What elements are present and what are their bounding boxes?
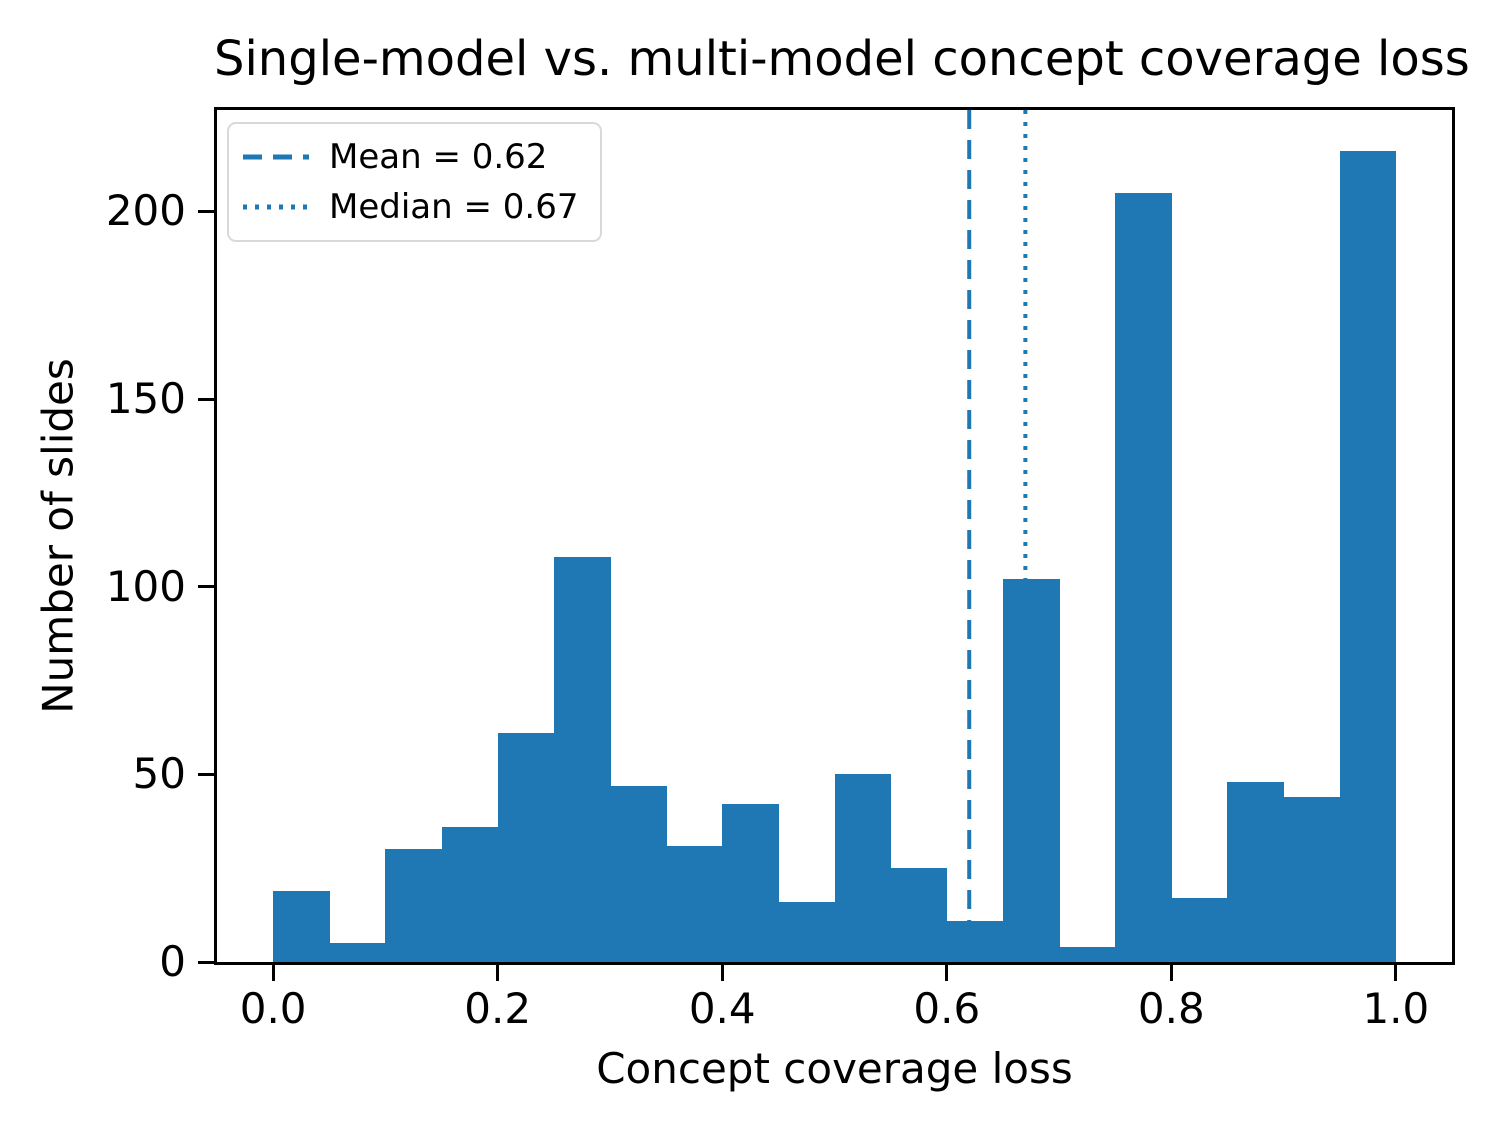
histogram-bar <box>722 804 779 962</box>
x-tick-mark <box>720 965 724 981</box>
y-axis-ticks: 0 50 100 150 200 <box>0 110 214 983</box>
histogram-bar <box>1059 947 1116 962</box>
y-tick-mark <box>198 209 214 213</box>
x-tick-label: 0.0 <box>239 984 307 1033</box>
x-tick-label: 1.0 <box>1362 984 1430 1033</box>
legend-label-mean: Mean = 0.62 <box>329 137 548 177</box>
y-tick-mark <box>198 772 214 776</box>
y-tick-label: 200 <box>105 186 186 236</box>
histogram-bar <box>1227 781 1285 962</box>
histogram-bar <box>273 890 330 962</box>
chart-title: Single-model vs. multi-model concept cov… <box>214 31 1470 87</box>
x-tick-mark <box>945 965 949 981</box>
histogram-bar <box>1283 796 1341 962</box>
histogram-bar <box>1002 579 1060 962</box>
y-tick-label: 0 <box>159 937 186 986</box>
x-tick-label: 0.2 <box>464 984 532 1033</box>
histogram-bar <box>497 733 555 962</box>
x-tick-mark <box>1169 965 1173 981</box>
legend-label-median: Median = 0.67 <box>329 187 579 227</box>
y-tick-label: 150 <box>105 374 186 423</box>
histogram-bar <box>329 943 386 962</box>
histogram-bar <box>666 845 723 962</box>
histogram-bar <box>834 774 892 962</box>
x-axis-ticks: 0.0 0.2 0.4 0.6 0.8 1.0 <box>217 965 1452 1035</box>
histogram-bar <box>1339 151 1397 962</box>
histogram-bar <box>1115 192 1172 962</box>
histogram-bar <box>609 785 667 962</box>
x-tick-mark <box>496 965 500 981</box>
histogram-bar <box>778 901 836 962</box>
histogram-bar <box>385 849 443 962</box>
legend: Mean = 0.62 Median = 0.67 <box>227 122 603 242</box>
y-axis-label: Number of slides <box>33 358 83 714</box>
histogram-bar <box>553 556 611 962</box>
histogram-bar <box>1171 898 1229 962</box>
legend-item-mean: Mean = 0.62 <box>243 136 578 178</box>
x-tick-mark <box>271 965 275 981</box>
histogram-bar <box>441 826 499 962</box>
y-tick-label: 100 <box>105 561 186 611</box>
y-tick-mark <box>198 585 214 589</box>
x-tick-label: 0.4 <box>688 984 756 1033</box>
x-axis-label: Concept coverage loss <box>596 1044 1073 1093</box>
median-dotted-line-sample <box>243 204 309 210</box>
x-tick-label: 0.6 <box>913 984 981 1033</box>
y-tick-label: 50 <box>132 749 186 799</box>
legend-item-median: Median = 0.67 <box>243 186 578 228</box>
x-tick-label: 0.8 <box>1137 984 1205 1033</box>
plot-area: Mean = 0.62 Median = 0.67 <box>214 107 1455 965</box>
y-tick-mark <box>198 960 214 964</box>
y-tick-mark <box>198 397 214 401</box>
histogram-bar <box>946 920 1004 962</box>
mean-dashed-line-sample <box>243 154 309 160</box>
histogram-bar <box>890 868 948 962</box>
x-tick-mark <box>1394 965 1398 981</box>
